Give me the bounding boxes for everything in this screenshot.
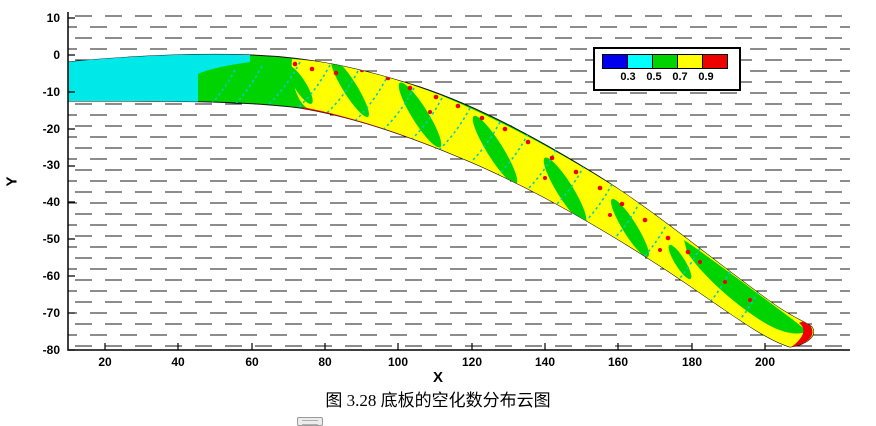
cyan-inlet-region bbox=[68, 54, 250, 103]
x-tick-label: 140 bbox=[534, 355, 556, 369]
contour-legend: 0.3 0.5 0.7 0.9 bbox=[593, 47, 741, 91]
figure-caption: 图 3.28 底板的空化数分布云图 bbox=[325, 391, 551, 410]
y-axis-title: Y bbox=[3, 176, 21, 187]
legend-label: 0.3 bbox=[620, 71, 636, 83]
x-tick-label: 80 bbox=[318, 355, 332, 369]
legend-color-blue bbox=[602, 54, 628, 69]
y-tick-label: -80 bbox=[42, 343, 60, 357]
green-streaks bbox=[287, 58, 692, 280]
green-outlet-region bbox=[684, 240, 807, 334]
y-axis-ticks bbox=[68, 17, 75, 351]
scrollbar-handle[interactable] bbox=[297, 417, 323, 426]
legend-label: 0.5 bbox=[646, 71, 662, 83]
legend-color-yellow bbox=[677, 54, 703, 69]
x-tick-label: 160 bbox=[607, 355, 629, 369]
y-tick-label: 0 bbox=[53, 48, 60, 62]
cavitation-contours bbox=[68, 54, 814, 347]
legend-color-cyan bbox=[627, 54, 653, 69]
legend-color-green bbox=[652, 54, 678, 69]
legend-label: 0.9 bbox=[698, 71, 714, 83]
red-outlet-tip bbox=[790, 320, 813, 347]
x-axis-ticks bbox=[104, 343, 766, 350]
x-tick-label: 200 bbox=[754, 355, 776, 369]
red-spots bbox=[292, 61, 752, 302]
legend-color-red bbox=[702, 54, 728, 69]
y-tick-label: -30 bbox=[42, 158, 60, 172]
x-tick-label: 60 bbox=[245, 355, 259, 369]
x-tick-label: 40 bbox=[171, 355, 185, 369]
legend-label: 0.7 bbox=[672, 71, 688, 83]
y-tick-label: -50 bbox=[42, 232, 60, 246]
y-tick-label: -40 bbox=[42, 195, 60, 209]
x-tick-label: 100 bbox=[387, 355, 409, 369]
legend-labels: 0.3 0.5 0.7 0.9 bbox=[602, 71, 732, 86]
y-tick-label: -70 bbox=[42, 306, 60, 320]
y-tick-label: -60 bbox=[42, 269, 60, 283]
legend-colorbar bbox=[602, 54, 728, 69]
x-tick-label: 120 bbox=[461, 355, 483, 369]
y-tick-label: -10 bbox=[42, 85, 60, 99]
y-tick-label: 10 bbox=[46, 11, 60, 25]
x-tick-label: 20 bbox=[98, 355, 112, 369]
x-axis-title: X bbox=[432, 369, 443, 386]
x-tick-label: 180 bbox=[681, 355, 703, 369]
y-tick-label: -20 bbox=[42, 122, 60, 136]
axes bbox=[67, 12, 850, 351]
